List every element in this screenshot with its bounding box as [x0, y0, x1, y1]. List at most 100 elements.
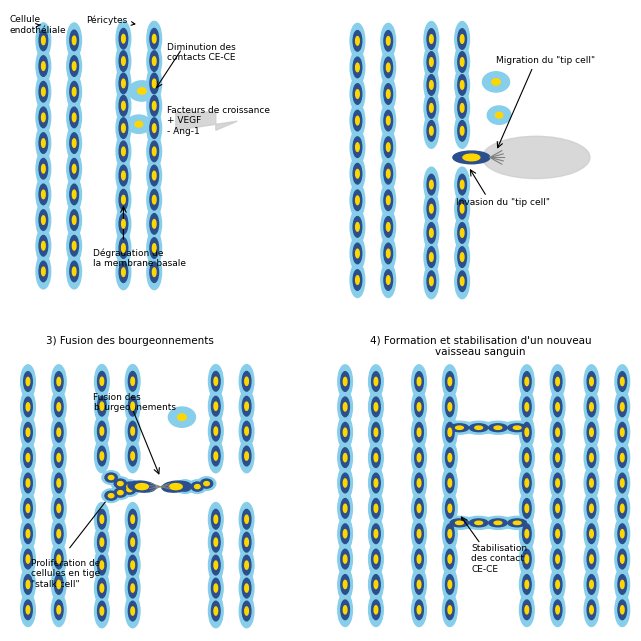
Ellipse shape: [341, 524, 349, 544]
Ellipse shape: [463, 421, 494, 434]
Ellipse shape: [126, 549, 140, 582]
Ellipse shape: [122, 147, 125, 156]
Ellipse shape: [344, 479, 347, 487]
Ellipse shape: [39, 81, 47, 102]
Ellipse shape: [208, 439, 223, 472]
Ellipse shape: [584, 593, 599, 626]
Ellipse shape: [21, 415, 35, 449]
Ellipse shape: [448, 453, 452, 462]
Ellipse shape: [122, 79, 125, 88]
Ellipse shape: [424, 44, 438, 79]
Ellipse shape: [72, 190, 76, 199]
Ellipse shape: [341, 473, 349, 493]
Ellipse shape: [587, 448, 595, 467]
Ellipse shape: [24, 600, 32, 620]
Ellipse shape: [122, 57, 125, 65]
Ellipse shape: [615, 593, 629, 626]
Ellipse shape: [97, 446, 106, 466]
Ellipse shape: [525, 479, 529, 487]
Ellipse shape: [150, 262, 158, 283]
Ellipse shape: [338, 466, 353, 500]
Ellipse shape: [26, 580, 29, 588]
Ellipse shape: [42, 267, 45, 276]
Ellipse shape: [72, 138, 76, 147]
Ellipse shape: [21, 390, 35, 424]
Ellipse shape: [128, 533, 137, 552]
Ellipse shape: [214, 607, 217, 615]
Ellipse shape: [26, 428, 29, 437]
Ellipse shape: [587, 549, 595, 569]
Ellipse shape: [584, 517, 599, 551]
Ellipse shape: [381, 210, 395, 244]
Ellipse shape: [70, 184, 78, 204]
Ellipse shape: [475, 521, 483, 524]
Ellipse shape: [550, 492, 565, 525]
Ellipse shape: [97, 510, 106, 529]
Ellipse shape: [36, 151, 51, 186]
Ellipse shape: [519, 466, 534, 500]
Ellipse shape: [442, 466, 457, 500]
Ellipse shape: [429, 180, 433, 189]
Ellipse shape: [24, 448, 32, 467]
Ellipse shape: [97, 421, 106, 441]
Ellipse shape: [460, 277, 464, 285]
Ellipse shape: [135, 483, 148, 490]
Ellipse shape: [36, 177, 51, 212]
Ellipse shape: [122, 220, 125, 228]
Ellipse shape: [147, 231, 162, 265]
Ellipse shape: [369, 415, 383, 449]
Ellipse shape: [442, 390, 457, 424]
Ellipse shape: [615, 542, 629, 576]
Ellipse shape: [590, 403, 594, 411]
Ellipse shape: [550, 593, 565, 626]
Ellipse shape: [197, 477, 216, 490]
Ellipse shape: [105, 491, 117, 500]
Ellipse shape: [51, 415, 66, 449]
Ellipse shape: [522, 397, 531, 417]
Ellipse shape: [427, 29, 436, 49]
Ellipse shape: [372, 397, 380, 417]
Ellipse shape: [67, 23, 81, 58]
Ellipse shape: [39, 30, 47, 51]
Ellipse shape: [51, 568, 66, 601]
Ellipse shape: [108, 476, 114, 479]
Ellipse shape: [21, 466, 35, 500]
Ellipse shape: [26, 606, 29, 614]
Ellipse shape: [214, 515, 217, 523]
Ellipse shape: [147, 158, 162, 193]
Ellipse shape: [553, 473, 562, 493]
Ellipse shape: [169, 407, 196, 428]
Ellipse shape: [126, 503, 140, 536]
Ellipse shape: [550, 568, 565, 601]
Ellipse shape: [119, 213, 128, 234]
Ellipse shape: [147, 206, 162, 241]
Ellipse shape: [102, 489, 121, 503]
Polygon shape: [176, 112, 237, 130]
Ellipse shape: [36, 126, 51, 160]
Ellipse shape: [344, 504, 347, 512]
Ellipse shape: [116, 158, 131, 193]
Ellipse shape: [556, 453, 560, 462]
Ellipse shape: [458, 247, 467, 267]
Ellipse shape: [417, 529, 421, 538]
Ellipse shape: [620, 580, 624, 588]
Ellipse shape: [415, 600, 423, 620]
Ellipse shape: [338, 492, 353, 525]
Ellipse shape: [131, 584, 135, 592]
Ellipse shape: [147, 66, 162, 101]
Ellipse shape: [442, 492, 457, 525]
Ellipse shape: [131, 427, 135, 435]
Ellipse shape: [495, 112, 503, 118]
Ellipse shape: [590, 428, 594, 437]
Ellipse shape: [445, 397, 454, 417]
Ellipse shape: [415, 397, 423, 417]
Ellipse shape: [131, 515, 135, 523]
Ellipse shape: [458, 52, 467, 72]
Ellipse shape: [455, 67, 469, 103]
Ellipse shape: [39, 184, 47, 204]
Ellipse shape: [424, 113, 438, 148]
Ellipse shape: [525, 529, 529, 538]
Ellipse shape: [550, 390, 565, 424]
Ellipse shape: [415, 473, 423, 493]
Ellipse shape: [387, 116, 390, 125]
